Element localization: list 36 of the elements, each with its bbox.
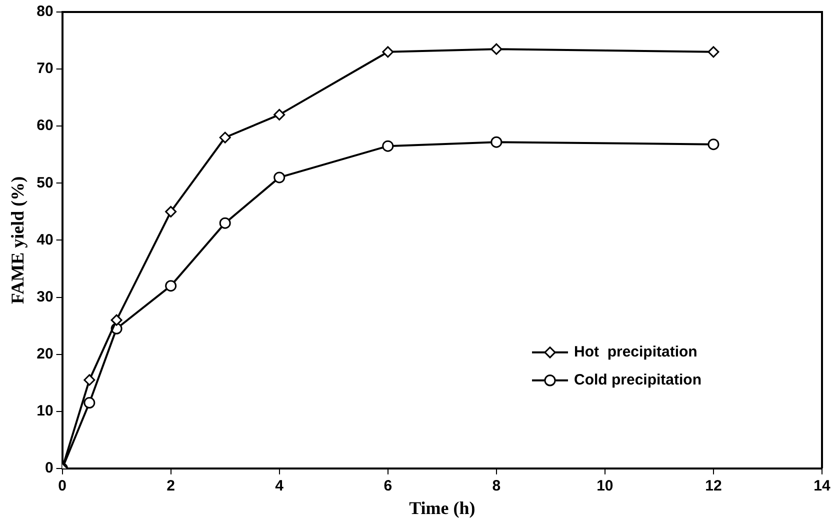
y-tick-label: 40 xyxy=(36,231,54,248)
point xyxy=(274,108,286,120)
point xyxy=(274,172,286,184)
point xyxy=(219,217,231,229)
x-axis-title: Time (h) xyxy=(409,498,476,518)
y-tick-label: 20 xyxy=(36,345,54,362)
point xyxy=(382,140,394,152)
x-tick-label: 0 xyxy=(58,478,66,495)
point xyxy=(490,136,502,148)
y-tick-label: 10 xyxy=(36,402,54,420)
x-tick-label: 4 xyxy=(275,478,284,495)
point xyxy=(84,374,96,386)
y-axis-title: FAME yield (%) xyxy=(7,176,28,304)
y-tick-label: 60 xyxy=(36,117,54,134)
y-tick-label: 80 xyxy=(36,3,54,20)
point xyxy=(165,206,177,218)
legend-label: Cold precipitation xyxy=(574,372,702,389)
y-tick-label: 0 xyxy=(44,460,54,477)
x-tick-label: 14 xyxy=(814,478,831,495)
y-tick-label: 30 xyxy=(36,288,54,306)
point xyxy=(165,280,177,292)
point xyxy=(110,314,122,326)
point xyxy=(382,46,394,58)
point xyxy=(219,132,231,144)
point xyxy=(708,46,720,58)
x-tick-label: 10 xyxy=(596,478,614,495)
y-tick-label: 70 xyxy=(36,60,54,78)
x-tick-label: 12 xyxy=(705,478,722,495)
x-tick-label: 6 xyxy=(384,478,392,495)
point xyxy=(84,397,96,409)
point xyxy=(708,138,720,150)
point xyxy=(490,43,502,55)
x-tick-label: 8 xyxy=(492,478,501,495)
y-tick-label: 50 xyxy=(36,174,54,192)
legend-label: Hot precipitation xyxy=(574,344,698,361)
x-tick-label: 2 xyxy=(166,478,175,495)
